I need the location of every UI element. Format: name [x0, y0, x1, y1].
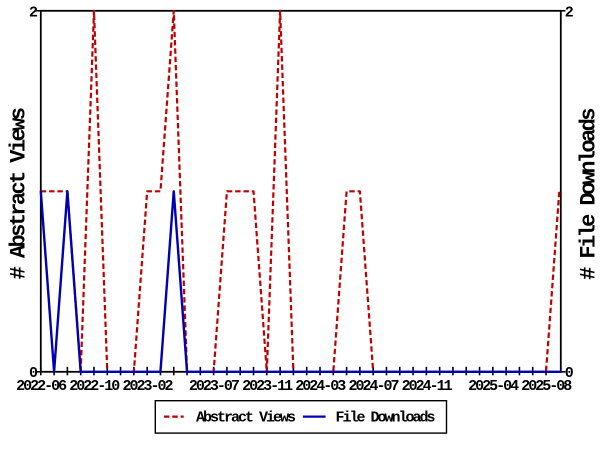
svg-text:File Downloads: File Downloads [336, 410, 436, 427]
svg-text:0: 0 [565, 365, 574, 382]
svg-text:# File Downloads: # File Downloads [577, 109, 600, 280]
svg-text:2022-06: 2022-06 [16, 378, 67, 395]
svg-text:0: 0 [29, 365, 38, 382]
svg-text:2023-02: 2023-02 [122, 378, 173, 395]
svg-text:2025-04: 2025-04 [468, 378, 519, 395]
svg-text:2024-11: 2024-11 [402, 378, 453, 395]
svg-text:2022-10: 2022-10 [69, 378, 120, 395]
svg-text:2: 2 [29, 4, 38, 21]
svg-text:2025-08: 2025-08 [521, 378, 572, 395]
svg-text:2023-07: 2023-07 [189, 378, 239, 395]
svg-text:2024-07: 2024-07 [348, 378, 398, 395]
svg-text:2024-03: 2024-03 [295, 378, 346, 395]
svg-text:2023-11: 2023-11 [242, 378, 293, 395]
svg-text:# Abstract Views: # Abstract Views [7, 108, 32, 279]
svg-text:Abstract Views: Abstract Views [196, 410, 296, 427]
svg-text:2: 2 [565, 4, 574, 21]
